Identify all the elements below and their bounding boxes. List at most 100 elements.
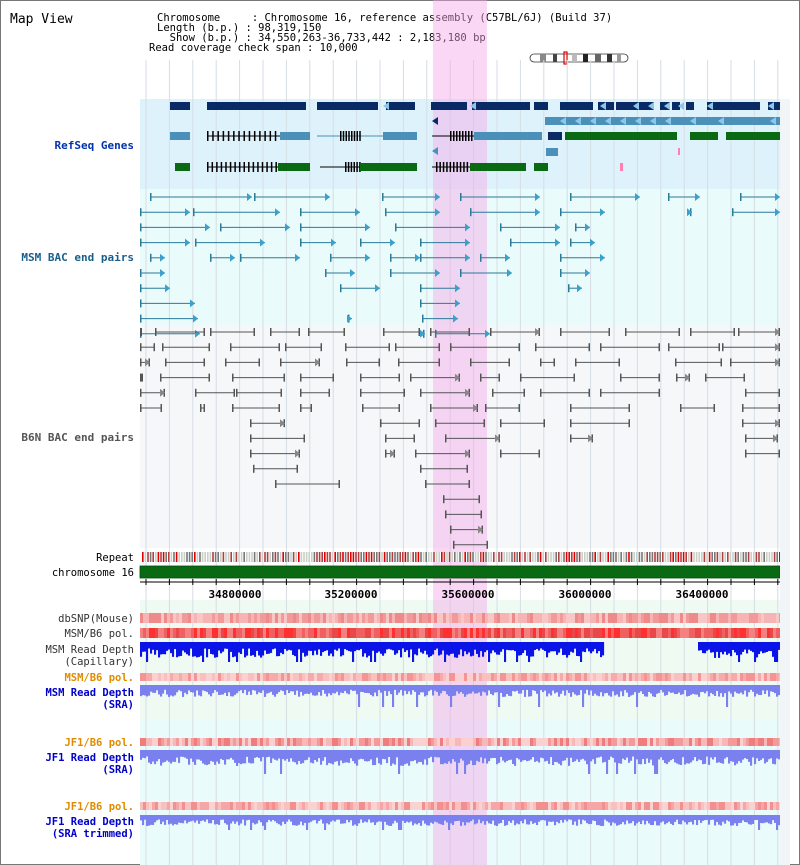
dbsnp-heat-cell [752, 613, 756, 623]
jf1-trimmed-depth-bar [608, 815, 611, 823]
jf1-sra-depth-bar [580, 750, 583, 760]
msm-bac-pair [140, 269, 165, 277]
repeat-mark [425, 552, 427, 562]
repeat-mark [464, 552, 466, 562]
jf1-trimmed-depth-bar [682, 815, 685, 821]
jf1-b6-pol-heat-cell [173, 738, 177, 746]
msm-b6-pol-sra-heat-cell [662, 673, 666, 681]
jf1-b6-pol-trimmed-heat-cell [551, 802, 555, 810]
axis-tick-label: 34800000 [209, 588, 262, 601]
jf1-trimmed-depth-bar [564, 815, 567, 820]
msm-b6-pol-heat-cell [317, 628, 321, 638]
jf1-b6-pol-trimmed-heat-cell [473, 802, 477, 810]
repeat-mark [451, 552, 453, 562]
b6n-bac-pair [705, 373, 745, 382]
b6n-bac-pair [155, 328, 205, 336]
b6n-bac-label[interactable]: B6N BAC end pairs [21, 431, 134, 444]
repeat-mark [225, 552, 227, 562]
repeat-mark [740, 552, 742, 562]
msm-b6-pol-heat-cell [149, 628, 153, 638]
jf1-trimmed-depth-bar [392, 815, 395, 824]
jf1-b6-pol-heat-cell [668, 738, 672, 746]
dbsnp-heat-cell [734, 613, 738, 623]
msm-capillary-depth-bar [312, 642, 315, 656]
jf1-b6-pol-label[interactable]: JF1/B6 pol. [64, 737, 134, 749]
msm-bac-pair [420, 329, 425, 338]
jf1-b6-pol-heat-cell [512, 738, 516, 746]
msm-capillary-depth-bar [180, 642, 183, 656]
jf1-sra-depth-bar [648, 750, 651, 763]
jf1-b6-pol-trimmed-heat-cell [626, 802, 630, 810]
msm-b6-pol-heat-cell [260, 628, 264, 638]
selected-region-highlight[interactable] [433, 0, 487, 865]
repeat-mark [298, 552, 300, 562]
msm-sra-depth-bar [182, 685, 185, 697]
b6n-bac-track[interactable] [140, 328, 780, 549]
jf1-b6-pol-heat-cell [725, 738, 729, 746]
jf1-b6-pol-heat-cell [464, 738, 468, 746]
refseq-genes-label[interactable]: RefSeq Genes [55, 139, 134, 152]
msm-b6-pol-heat-cell [299, 628, 303, 638]
jf1-b6-pol-heat-cell [416, 738, 420, 746]
jf1-trimmed-depth-bar [386, 815, 389, 825]
jf1-trimmed-depth-bar [696, 815, 699, 826]
dbsnp-label[interactable]: dbSNP(Mouse) [58, 613, 134, 625]
b6n-bac-pair [675, 358, 722, 367]
msm-b6-pol-heat-cell [560, 628, 564, 638]
jf1-trimmed-depth-bar [736, 815, 739, 826]
msm-b6-pol-heat-cell [635, 628, 639, 638]
b6n-bac-pair [540, 388, 590, 397]
gene-exon [274, 131, 277, 141]
msm-b6-pol-sra-heat-cell [710, 673, 714, 681]
jf1-b6-pol-heat-cell [623, 738, 627, 746]
msm-b6-pol-sra-label[interactable]: MSM/B6 pol. [64, 672, 134, 684]
repeat-mark [516, 552, 518, 562]
msm-b6-pol-label[interactable]: MSM/B6 pol. [64, 628, 134, 640]
b6n-bac-pair [300, 388, 330, 397]
jf1-sra-depth-bar [650, 750, 653, 760]
repeat-mark [201, 552, 204, 562]
jf1-trimmed-depth-bar [498, 815, 501, 824]
dbsnp-heat-cell [452, 613, 456, 623]
msm-bac-label[interactable]: MSM BAC end pairs [21, 251, 134, 264]
msm-sra-depth-bar [656, 685, 659, 694]
jf1-sra-depth-bar [328, 750, 331, 763]
jf1-b6-pol-trimmed-heat-cell [338, 802, 342, 810]
msm-capillary-depth-bar [598, 642, 601, 652]
msm-capillary-depth-bar [354, 642, 357, 652]
msm-bac-track[interactable] [140, 193, 780, 338]
chromosome-ideogram[interactable] [529, 51, 629, 65]
jf1-b6-pol-trimmed-heat-cell [425, 802, 429, 810]
jf1-b6-pol-trimmed-heat-cell [773, 802, 777, 810]
jf1-read-depth-sra-label[interactable]: JF1 Read Depth [45, 752, 134, 764]
jf1-b6-pol-heat-cell [497, 738, 501, 746]
b6n-bac-pair [450, 343, 520, 352]
jf1-b6-pol-trimmed-heat-cell [353, 802, 357, 810]
jf1-trimmed-depth-bar [290, 815, 293, 822]
b6n-bac-pair [420, 464, 468, 473]
msm-read-depth-sra-label[interactable]: MSM Read Depth [45, 687, 134, 699]
refseq-genes-track[interactable] [170, 102, 780, 172]
jf1-trimmed-depth-bar [148, 815, 151, 826]
repeat-mark [662, 552, 664, 562]
jf1-b6-pol-heat-cell [605, 738, 609, 746]
msm-b6-pol-heat-cell [173, 628, 177, 638]
msm-read-depth-capillary-label[interactable]: MSM Read Depth [45, 644, 134, 656]
gene-exon [217, 131, 219, 141]
msm-b6-pol-sra-heat-cell [398, 673, 402, 681]
msm-b6-pol-heat-cell [737, 628, 741, 638]
jf1-sra-depth-bar [708, 750, 711, 765]
jf1-trimmed-depth-bar [304, 815, 307, 823]
msm-sra-depth-bar [466, 685, 469, 695]
msm-sra-depth-bar [592, 685, 595, 696]
msm-b6-pol-sra-heat-cell [659, 673, 663, 681]
jf1-b6-pol-trimmed-label[interactable]: JF1/B6 pol. [64, 801, 134, 813]
msm-b6-pol-heat-cell [290, 628, 294, 638]
msm-sra-depth-bar [322, 685, 325, 690]
jf1-b6-pol-trimmed-heat-cell [281, 802, 285, 810]
jf1-b6-pol-trimmed-heat-cell [764, 802, 768, 810]
repeat-mark [773, 552, 776, 562]
repeat-mark [264, 552, 266, 562]
jf1-read-depth-trimmed-label[interactable]: JF1 Read Depth [45, 816, 134, 828]
jf1-trimmed-depth-bar [718, 815, 721, 825]
